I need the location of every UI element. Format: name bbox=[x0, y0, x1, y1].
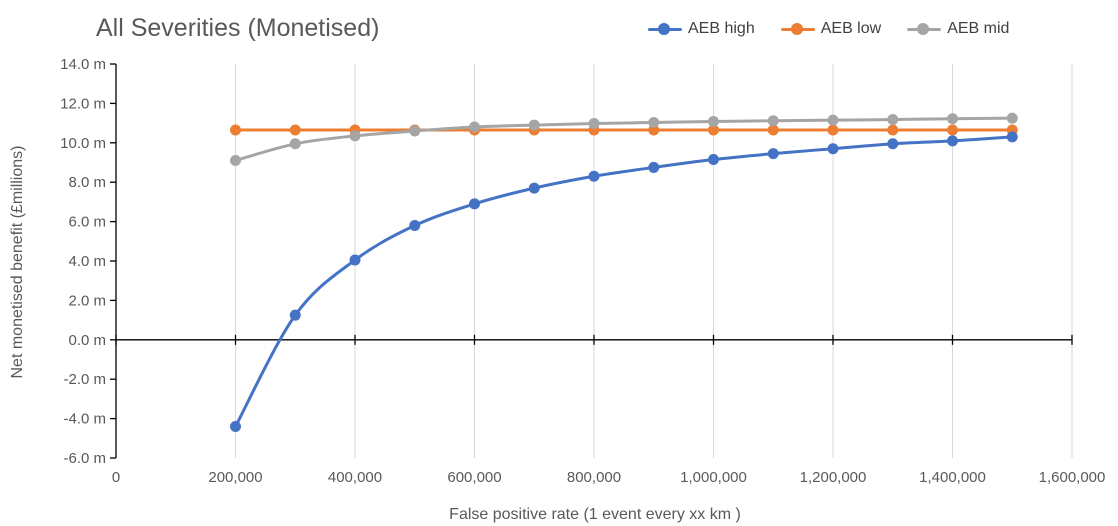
x-tick-label: 1,200,000 bbox=[800, 469, 867, 486]
legend-label-aeb-mid: AEB mid bbox=[947, 20, 1010, 37]
data-point-aeb-low bbox=[887, 124, 899, 136]
y-tick-label: 8.0 m bbox=[68, 174, 106, 191]
chart-title: All Severities (Monetised) bbox=[96, 14, 380, 42]
y-tick-label: -2.0 m bbox=[63, 371, 106, 388]
data-point-aeb-high bbox=[469, 198, 480, 210]
y-tick-label: 2.0 m bbox=[68, 292, 106, 309]
legend-item-aeb-mid: AEB mid bbox=[907, 20, 1009, 38]
legend-item-aeb-low: AEB low bbox=[780, 20, 882, 38]
x-tick-label: 1,400,000 bbox=[919, 469, 986, 486]
data-point-aeb-low bbox=[708, 124, 719, 136]
data-point-aeb-low bbox=[289, 124, 301, 136]
data-point-aeb-high bbox=[289, 309, 301, 321]
y-tick-label: 14.0 m bbox=[60, 56, 106, 73]
y-tick-label: 12.0 m bbox=[60, 95, 106, 112]
legend-label-aeb-high: AEB high bbox=[688, 20, 755, 37]
x-tick-label: 600,000 bbox=[447, 469, 501, 486]
data-point-aeb-low bbox=[230, 124, 241, 136]
legend-swatch-aeb-low-icon bbox=[780, 21, 815, 37]
x-tick-label: 800,000 bbox=[567, 469, 621, 486]
data-point-aeb-high bbox=[827, 143, 839, 155]
data-point-aeb-mid bbox=[588, 117, 600, 129]
legend-swatch-aeb-mid-icon bbox=[907, 21, 942, 37]
data-point-aeb-high bbox=[349, 254, 361, 266]
data-point-aeb-high bbox=[947, 135, 958, 147]
data-point-aeb-mid bbox=[827, 114, 839, 126]
data-point-aeb-mid bbox=[528, 119, 540, 131]
legend: AEB high AEB low AEB mid bbox=[648, 20, 1009, 38]
x-tick-label: 1,600,000 bbox=[1039, 469, 1106, 486]
legend-label-aeb-low: AEB low bbox=[820, 20, 882, 37]
data-point-aeb-mid bbox=[1006, 112, 1018, 124]
data-point-aeb-high bbox=[648, 161, 660, 173]
x-tick-label: 400,000 bbox=[328, 469, 382, 486]
data-point-aeb-low bbox=[767, 124, 779, 136]
x-axis-label: False positive rate (1 event every xx km… bbox=[449, 506, 741, 523]
data-point-aeb-mid bbox=[230, 155, 241, 167]
y-tick-label: 0.0 m bbox=[68, 332, 106, 349]
data-point-aeb-high bbox=[528, 182, 540, 194]
data-point-aeb-low bbox=[947, 124, 958, 136]
data-point-aeb-mid bbox=[708, 116, 719, 128]
y-tick-label: 4.0 m bbox=[68, 253, 106, 270]
data-point-aeb-mid bbox=[469, 121, 480, 133]
y-tick-label: -6.0 m bbox=[63, 450, 106, 467]
x-tick-label: 1,000,000 bbox=[680, 469, 747, 486]
y-tick-label: 6.0 m bbox=[68, 214, 106, 231]
data-point-aeb-mid bbox=[289, 138, 301, 150]
y-tick-label: -4.0 m bbox=[63, 411, 106, 428]
data-point-aeb-mid bbox=[349, 130, 361, 142]
data-point-aeb-mid bbox=[409, 125, 421, 137]
x-tick-label: 0 bbox=[112, 469, 120, 486]
data-point-aeb-mid bbox=[887, 114, 899, 126]
legend-item-aeb-high: AEB high bbox=[648, 20, 755, 38]
data-point-aeb-high bbox=[887, 138, 899, 150]
data-point-aeb-mid bbox=[648, 117, 660, 129]
y-axis-label: Net monetised benefit (£millions) bbox=[9, 145, 26, 379]
data-point-aeb-high bbox=[708, 154, 719, 166]
data-point-aeb-mid bbox=[767, 115, 779, 127]
data-point-aeb-mid bbox=[947, 113, 958, 125]
y-tick-label: 10.0 m bbox=[60, 135, 106, 152]
legend-swatch-aeb-high-icon bbox=[648, 21, 682, 37]
data-point-aeb-high bbox=[409, 220, 421, 232]
data-point-aeb-low bbox=[827, 124, 839, 136]
data-point-aeb-high bbox=[588, 170, 600, 182]
series-line-aeb-high bbox=[234, 135, 1013, 428]
data-point-aeb-high bbox=[1006, 131, 1018, 143]
x-tick-label: 200,000 bbox=[208, 469, 262, 486]
data-point-aeb-high bbox=[767, 148, 779, 160]
data-point-aeb-high bbox=[230, 420, 241, 432]
